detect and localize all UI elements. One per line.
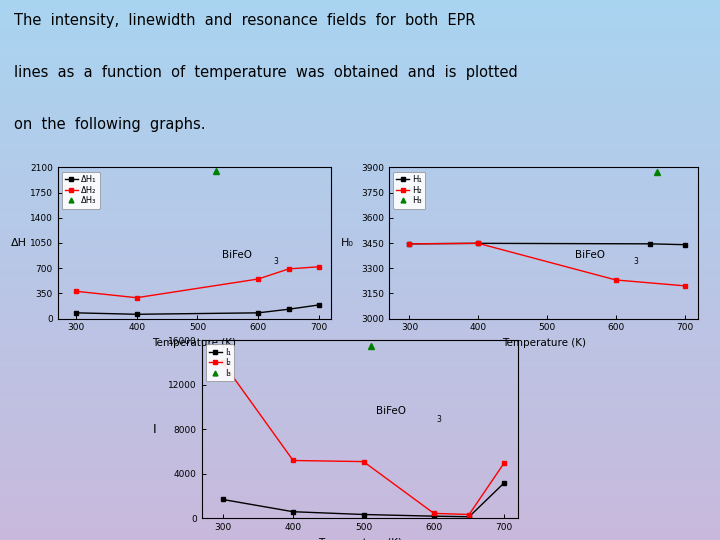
Text: BiFeO: BiFeO	[222, 250, 252, 260]
ΔH₁	[315, 302, 323, 308]
I₂	[430, 510, 438, 517]
ΔH₁	[71, 309, 80, 316]
H₁	[405, 241, 414, 247]
X-axis label: Temperature (K): Temperature (K)	[153, 338, 236, 348]
I₁	[218, 496, 227, 503]
I₂	[289, 457, 297, 464]
Text: BiFeO: BiFeO	[376, 407, 406, 416]
ΔH₂	[132, 294, 141, 301]
H₂	[474, 240, 482, 247]
I₁	[500, 480, 508, 486]
Line: ΔH₂: ΔH₂	[73, 264, 321, 300]
Text: BiFeO: BiFeO	[575, 250, 605, 260]
Text: lines  as  a  function  of  temperature  was  obtained  and  is  plotted: lines as a function of temperature was o…	[14, 65, 518, 80]
I₁	[430, 513, 438, 519]
H₁	[474, 240, 482, 247]
I₁	[289, 509, 297, 515]
Line: H₂: H₂	[407, 241, 687, 288]
ΔH₂	[254, 276, 263, 282]
ΔH₁	[132, 311, 141, 318]
H₁	[646, 241, 654, 247]
Y-axis label: ΔH: ΔH	[11, 238, 27, 248]
Line: ΔH₁: ΔH₁	[73, 302, 321, 317]
Line: I₂: I₂	[220, 360, 507, 517]
Text: 3: 3	[436, 415, 441, 424]
ΔH₁	[254, 309, 263, 316]
Legend: I₁, I₂, I₃: I₁, I₂, I₃	[206, 345, 234, 381]
Text: on  the  following  graphs.: on the following graphs.	[14, 117, 206, 132]
Text: The  intensity,  linewidth  and  resonance  fields  for  both  EPR: The intensity, linewidth and resonance f…	[14, 13, 476, 28]
Text: 3: 3	[634, 258, 638, 266]
H₂	[405, 241, 414, 247]
ΔH₂	[315, 264, 323, 270]
I₁	[465, 514, 474, 520]
Line: H₁: H₁	[407, 241, 687, 247]
I₂	[500, 460, 508, 466]
Text: 3: 3	[274, 258, 279, 266]
Legend: ΔH₁, ΔH₂, ΔH₃: ΔH₁, ΔH₂, ΔH₃	[62, 172, 100, 208]
ΔH₂	[71, 288, 80, 294]
I₂	[218, 359, 227, 366]
I₂	[359, 458, 368, 465]
I₁	[359, 511, 368, 518]
Y-axis label: H₀: H₀	[341, 238, 354, 248]
Y-axis label: I: I	[153, 423, 156, 436]
H₁	[680, 241, 689, 248]
Line: I₁: I₁	[220, 480, 507, 519]
I₂	[465, 511, 474, 518]
H₂	[611, 276, 620, 283]
ΔH₂	[284, 266, 293, 272]
H₂	[680, 282, 689, 289]
X-axis label: Temperature (K): Temperature (K)	[502, 338, 585, 348]
Legend: H₁, H₂, H₃: H₁, H₂, H₃	[393, 172, 426, 208]
X-axis label: Temperature (K): Temperature (K)	[318, 538, 402, 540]
ΔH₁	[284, 306, 293, 313]
